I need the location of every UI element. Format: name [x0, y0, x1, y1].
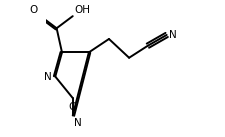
Text: O: O [29, 5, 38, 15]
Text: OH: OH [74, 5, 90, 15]
Text: N: N [169, 30, 176, 40]
Text: N: N [74, 118, 81, 128]
Text: N: N [43, 72, 51, 82]
Text: O: O [68, 102, 76, 112]
